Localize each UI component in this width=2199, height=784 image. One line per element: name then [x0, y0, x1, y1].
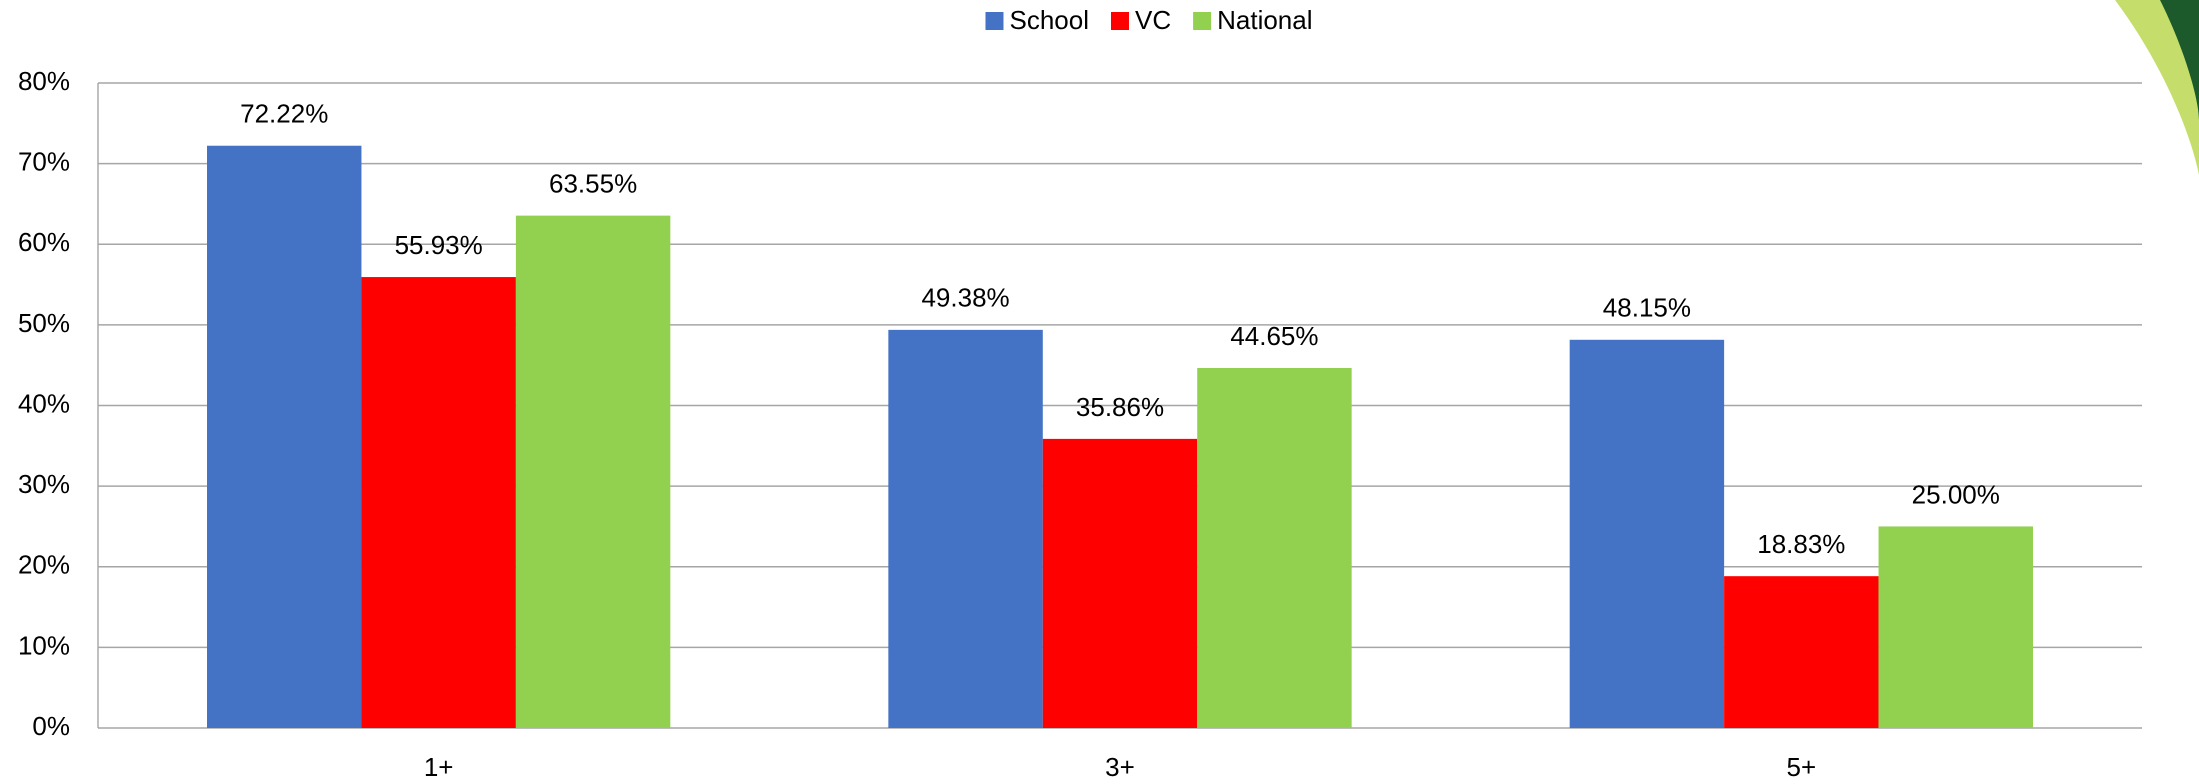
value-label: 55.93%: [395, 230, 483, 260]
y-tick-label: 60%: [18, 227, 70, 257]
value-label: 44.65%: [1230, 321, 1318, 351]
y-tick-label: 40%: [18, 388, 70, 418]
bar: [1724, 576, 1879, 728]
y-tick-label: 70%: [18, 147, 70, 177]
x-tick-label: 1+: [424, 752, 454, 782]
value-label: 49.38%: [921, 283, 1009, 313]
x-tick-label: 5+: [1787, 752, 1817, 782]
y-tick-label: 50%: [18, 308, 70, 338]
y-tick-label: 10%: [18, 630, 70, 660]
bar: [1197, 368, 1352, 728]
value-label: 63.55%: [549, 169, 637, 199]
x-tick-label: 3+: [1105, 752, 1135, 782]
y-tick-label: 80%: [18, 66, 70, 96]
legend-label: National: [1217, 5, 1312, 35]
bar: [207, 145, 362, 728]
y-tick-label: 0%: [32, 711, 70, 741]
legend-swatch: [1110, 12, 1129, 30]
legend-label: VC: [1135, 5, 1171, 35]
bar: [361, 277, 516, 728]
value-label: 72.22%: [240, 99, 328, 129]
value-label: 25.00%: [1912, 479, 2000, 509]
value-label: 35.86%: [1076, 392, 1164, 422]
value-label: 18.83%: [1757, 529, 1845, 559]
value-label: 48.15%: [1603, 293, 1691, 323]
legend-swatch: [985, 12, 1004, 30]
y-tick-label: 30%: [18, 469, 70, 499]
y-tick-label: 20%: [18, 550, 70, 580]
bar: [888, 329, 1043, 728]
bar: [515, 215, 671, 729]
decor-swoosh-dark: [2160, 0, 2199, 120]
bar: [1042, 438, 1198, 728]
bar: [1569, 339, 1725, 728]
legend-label: School: [1009, 5, 1089, 35]
legend-swatch: [1193, 12, 1212, 30]
decor-swoosh: [2115, 0, 2199, 175]
bar: [1878, 526, 2033, 728]
